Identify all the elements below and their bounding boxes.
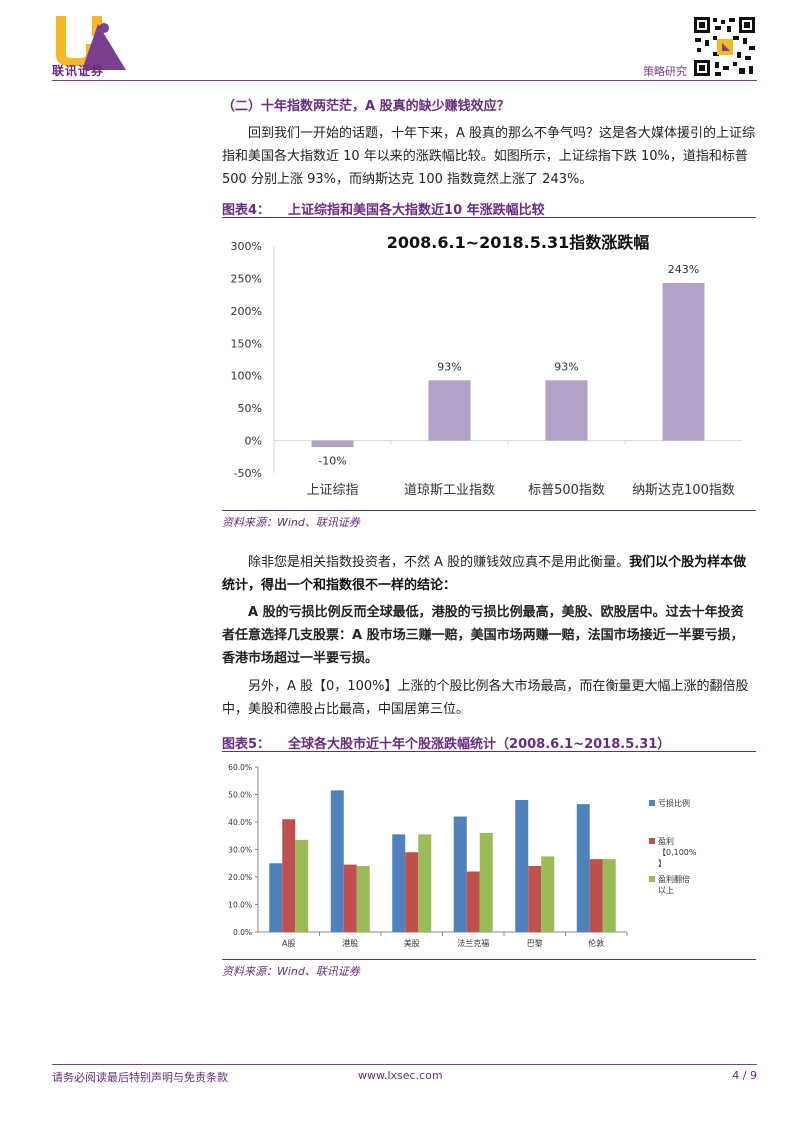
chart1-category-label: 上证综指 (306, 483, 358, 498)
chart2-ytick-label: 10.0% (228, 901, 252, 910)
figure4-caption: 图表4： 上证综指和美国各大指数近10 年涨跌幅比较 (222, 199, 545, 218)
chart2-ytick-label: 40.0% (228, 818, 252, 827)
chart2-legend-label: 盈利翻倍 (658, 874, 690, 884)
qr-code-icon (693, 16, 757, 78)
chart2-category-label: 伦敦 (588, 938, 604, 948)
chart2-bar (541, 856, 555, 932)
chart2-bar (418, 834, 432, 932)
chart2-category-label: 法兰克福 (457, 938, 489, 948)
chart2-legend-swatch (649, 876, 655, 882)
stock-change-stats-chart: 60.0% 50.0% 40.0% 30.0% 20.0% 10.0% 0.0% A股 港股 美股… (228, 763, 697, 948)
chart1-data-label: 93% (554, 360, 578, 373)
chart2-bar (405, 852, 419, 932)
paragraph-conclusion-normal: 除非您是相关指数投资者，不然 A 股的赚钱效应真不是用此衡量。 (248, 555, 630, 570)
chart2-bar (576, 804, 590, 932)
chart2-bar (269, 863, 283, 932)
chart2-bar (602, 859, 616, 932)
chart1-ytick-label: 200% (231, 305, 262, 318)
paragraph-doubling-stocks: 另外，A 股【0，100%】上涨的个股比例各大市场最高，而在衡量更大幅上涨的翻倍… (222, 679, 749, 717)
chart2-ytick-label: 60.0% (228, 763, 252, 772)
chart1-ytick-label: -50% (234, 467, 262, 480)
chart2-bar (589, 859, 603, 932)
company-logo (56, 16, 126, 70)
chart1-ytick-label: 250% (231, 272, 262, 285)
chart2-ytick-label: 30.0% (228, 846, 252, 855)
chart2-bar (515, 800, 529, 932)
chart2-category-label: 巴黎 (527, 938, 543, 948)
chart2-bar (295, 839, 309, 932)
chart2-bar (356, 866, 370, 932)
paragraph-intro: 回到我们一开始的话题，十年下来，A 股真的那么不争气吗？这是各大媒体援引的上证综… (222, 126, 756, 187)
chart2-ytick-label: 0.0% (233, 928, 252, 937)
logo-text: 联讯证券 (52, 64, 105, 78)
chart1-category-label: 纳斯达克100指数 (632, 483, 735, 498)
figure5-bottom-rule (222, 959, 756, 960)
figure4-rule (222, 217, 756, 218)
chart2-category-label: 港股 (342, 938, 358, 948)
header-divider (52, 80, 757, 81)
chart2-ytick-label: 50.0% (228, 791, 252, 800)
chart2-bar (479, 833, 493, 932)
chart1-category-label: 道琼斯工业指数 (404, 483, 495, 498)
chart1-ytick-label: 150% (231, 337, 262, 350)
chart2-bar (343, 864, 357, 932)
header-section-label: 策略研究 (643, 65, 687, 78)
figure5-title: 全球各大股市近十年个股涨跌幅统计（2008.6.1~2018.5.31） (288, 737, 671, 752)
chart2-bar (453, 816, 467, 932)
chart2-legend-swatch (649, 800, 655, 806)
chart1-bar (662, 282, 705, 441)
figure5-source: 资料来源：Wind、联讯证券 (222, 965, 360, 978)
page-number: 4 / 9 (732, 1069, 757, 1082)
chart2-category-label: 美股 (404, 938, 420, 948)
chart2-bar (330, 790, 344, 932)
chart1-bar (545, 380, 588, 441)
figure4-title: 上证综指和美国各大指数近10 年涨跌幅比较 (288, 203, 545, 218)
chart1-title: 2008.6.1~2018.5.31指数涨跌幅 (387, 233, 649, 252)
section-title: （二）十年指数两茫茫，A 股真的缺少赚钱效应？ (222, 99, 510, 114)
figure4-label: 图表4： (222, 203, 271, 218)
chart2-bar (392, 834, 406, 932)
chart1-data-label: 243% (668, 263, 699, 276)
paragraph-key-finding: A 股的亏损比例反而全球最低，港股的亏损比例最高，美股、欧股居中。过去十年投资者… (222, 605, 744, 666)
chart2-legend-label: 【0,100% (658, 848, 697, 857)
chart2-category-label: A股 (282, 939, 295, 948)
chart2-ytick-label: 20.0% (228, 873, 252, 882)
chart1-category-label: 标普500指数 (528, 483, 605, 498)
chart1-ytick-label: 300% (231, 240, 262, 253)
chart2-legend-label: 亏损比例 (658, 798, 690, 808)
paragraph-conclusion: 除非您是相关指数投资者，不然 A 股的赚钱效应真不是用此衡量。我们以个股为样本做… (222, 551, 756, 597)
figure4-bottom-rule (222, 510, 756, 511)
chart1-ytick-label: 50% (238, 402, 262, 415)
paragraph-conclusion-bold: 我们以个股为样本做统计，得出一个和指数很不一样的结论： (222, 555, 747, 593)
footer-disclaimer: 请务必阅读最后特别声明与免责条款 (52, 1071, 228, 1084)
chart2-bar (466, 871, 480, 932)
figure5-label: 图表5： (222, 737, 271, 752)
chart1-data-label: -10% (318, 455, 346, 468)
figure5-rule (222, 751, 756, 752)
chart1-bar (428, 380, 471, 441)
chart2-legend-label: 以上 (658, 886, 674, 895)
chart1-data-label: 93% (437, 360, 461, 373)
chart2-legend-label: 】 (658, 859, 666, 868)
figure5-caption: 图表5： 全球各大股市近十年个股涨跌幅统计（2008.6.1~2018.5.31） (222, 733, 670, 752)
chart2-bar (528, 866, 542, 932)
chart2-bar (282, 819, 296, 932)
chart2-legend-label: 盈利 (658, 836, 674, 846)
chart1-bar (311, 440, 354, 448)
index-change-chart: 2008.6.1~2018.5.31指数涨跌幅 300% 250% 200% 150% 1… (231, 233, 742, 498)
footer-url[interactable]: www.lxsec.com (358, 1069, 443, 1082)
chart2-legend-swatch (649, 838, 655, 844)
figure4-source: 资料来源：Wind、联讯证券 (222, 516, 360, 529)
chart1-ytick-label: 100% (231, 370, 262, 383)
footer-divider (52, 1064, 757, 1065)
chart1-ytick-label: 0% (245, 435, 262, 448)
